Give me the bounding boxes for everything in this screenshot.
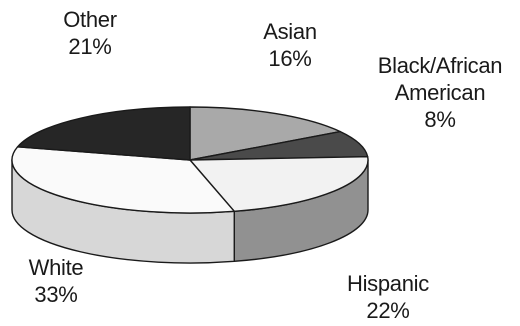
label-asian-name: Asian bbox=[263, 19, 317, 44]
label-asian: Asian 16% bbox=[248, 18, 332, 72]
label-hispanic-name: Hispanic bbox=[347, 271, 429, 296]
label-other-name: Other bbox=[63, 7, 117, 32]
label-asian-value: 16% bbox=[268, 46, 312, 71]
slice-hispanic bbox=[189, 155, 369, 213]
label-white-value: 33% bbox=[34, 282, 78, 307]
slice-other bbox=[16, 106, 191, 161]
label-white-name: White bbox=[28, 255, 84, 280]
slice-asian bbox=[189, 106, 341, 161]
label-black-value: 8% bbox=[424, 107, 456, 132]
label-black-line1: Black/African bbox=[377, 53, 503, 78]
label-black-line2: American bbox=[394, 80, 486, 105]
label-hispanic-value: 22% bbox=[366, 298, 410, 323]
label-black-african-american: Black/African American 8% bbox=[362, 52, 518, 133]
label-hispanic: Hispanic 22% bbox=[336, 270, 440, 324]
label-other-value: 21% bbox=[68, 34, 112, 59]
label-white: White 33% bbox=[16, 254, 96, 308]
label-other: Other 21% bbox=[50, 6, 130, 60]
slice-white bbox=[11, 146, 235, 214]
